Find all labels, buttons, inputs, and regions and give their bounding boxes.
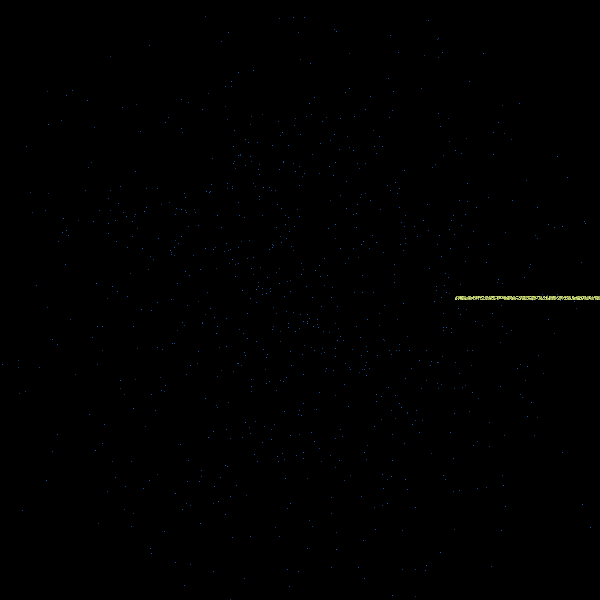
radar-display: Weather Radar Base Reflectivity dBZ Weat… (0, 0, 600, 600)
radar-reflectivity-canvas (0, 0, 600, 600)
